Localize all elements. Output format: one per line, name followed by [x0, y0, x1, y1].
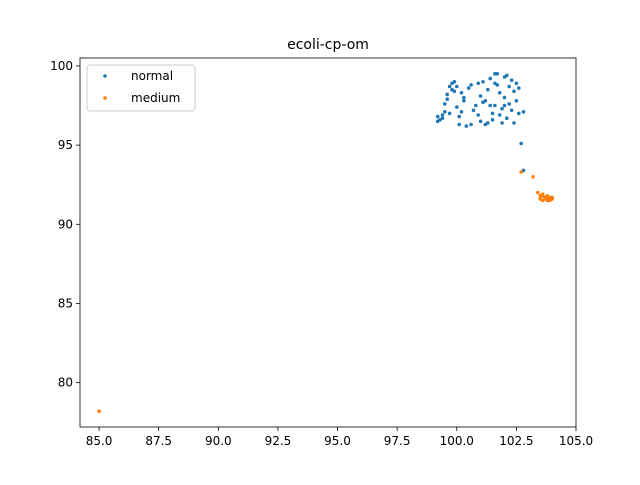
x-axis: 85.0 87.5 90.0 92.5 95.0 97.5 100.0 102.5 105.0 — [86, 427, 593, 448]
y-tick-label: 100 — [50, 59, 73, 73]
data-point-normal — [481, 100, 485, 105]
data-point-medium — [519, 170, 523, 174]
data-point-normal — [490, 118, 495, 122]
data-point-medium — [97, 409, 101, 414]
data-point-normal — [486, 121, 490, 125]
data-point-medium — [536, 190, 540, 195]
data-point-normal — [445, 97, 450, 101]
x-tick-label: 90.0 — [205, 434, 232, 448]
legend-label-medium: medium — [131, 91, 180, 105]
data-point-normal — [514, 81, 519, 86]
data-point-normal — [447, 84, 452, 89]
data-point-normal — [509, 78, 514, 82]
data-point-normal — [440, 113, 445, 117]
data-point-normal — [481, 80, 485, 84]
data-point-normal — [476, 81, 481, 86]
x-tick-label: 100.0 — [440, 434, 474, 448]
data-point-normal — [445, 92, 450, 97]
data-point-normal — [517, 111, 521, 116]
data-point-normal — [495, 83, 500, 87]
data-point-normal — [512, 89, 516, 94]
plot-area — [79, 57, 577, 428]
x-tick-label: 102.5 — [499, 434, 533, 448]
data-point-medium — [531, 175, 535, 179]
legend-label-normal: normal — [131, 69, 173, 83]
data-point-normal — [497, 91, 502, 95]
x-tick-label: 87.5 — [145, 434, 172, 448]
data-point-normal — [447, 111, 452, 116]
data-point-normal — [469, 122, 473, 127]
data-point-normal — [493, 103, 497, 108]
legend-marker-normal — [103, 74, 107, 78]
data-point-normal — [488, 76, 493, 81]
data-point-normal — [443, 110, 447, 114]
data-point-normal — [455, 105, 459, 109]
data-point-normal — [517, 86, 521, 90]
axes-background — [80, 58, 576, 427]
data-point-normal — [455, 84, 459, 89]
data-point-normal — [457, 114, 462, 119]
data-point-normal — [500, 121, 504, 125]
data-point-normal — [490, 111, 495, 116]
data-point-normal — [512, 121, 516, 125]
data-point-normal — [521, 110, 526, 114]
data-point-normal — [500, 106, 504, 111]
data-point-normal — [488, 103, 493, 108]
data-point-normal — [464, 124, 469, 128]
data-point-normal — [435, 114, 440, 119]
data-point-normal — [459, 110, 464, 114]
data-point-normal — [438, 118, 442, 122]
data-point-normal — [457, 122, 462, 127]
data-point-normal — [502, 95, 507, 100]
data-point-normal — [478, 119, 483, 124]
x-tick-label: 97.5 — [384, 434, 411, 448]
data-point-normal — [505, 116, 509, 120]
y-axis: 80 85 90 95 100 — [50, 59, 80, 390]
data-point-normal — [507, 102, 512, 106]
legend-marker-medium — [103, 96, 107, 100]
data-point-medium — [545, 198, 550, 203]
data-point-normal — [509, 108, 514, 113]
data-point-normal — [443, 102, 447, 106]
x-tick-label: 95.0 — [324, 434, 351, 448]
data-point-normal — [469, 83, 473, 87]
legend: normal medium — [86, 64, 196, 112]
data-point-normal — [474, 103, 478, 108]
y-tick-label: 85 — [58, 296, 73, 310]
data-point-normal — [493, 72, 497, 76]
data-point-normal — [462, 99, 466, 103]
data-point-normal — [452, 89, 457, 94]
data-point-normal — [486, 87, 490, 92]
data-point-medium — [550, 195, 554, 200]
data-point-normal — [502, 103, 507, 108]
data-point-medium — [540, 194, 545, 198]
y-tick-label: 95 — [58, 138, 73, 152]
chart-title: ecoli-cp-om — [287, 37, 369, 53]
data-point-normal — [507, 84, 512, 89]
x-tick-label: 92.5 — [265, 434, 292, 448]
x-tick-label: 85.0 — [86, 434, 113, 448]
data-point-normal — [514, 99, 519, 103]
points-layer — [97, 72, 554, 414]
legend-box — [86, 64, 196, 112]
data-point-normal — [476, 113, 481, 117]
data-point-normal — [462, 95, 466, 100]
data-point-normal — [519, 141, 523, 146]
data-point-normal — [471, 108, 476, 113]
data-point-normal — [497, 113, 502, 117]
data-point-normal — [452, 80, 457, 84]
data-point-normal — [466, 86, 471, 90]
x-tick-label: 105.0 — [559, 434, 593, 448]
data-point-normal — [478, 94, 483, 98]
y-tick-label: 80 — [58, 376, 73, 390]
data-point-normal — [459, 91, 464, 95]
axes-frame — [79, 57, 577, 428]
y-tick-label: 90 — [58, 217, 73, 231]
data-point-normal — [505, 73, 509, 78]
